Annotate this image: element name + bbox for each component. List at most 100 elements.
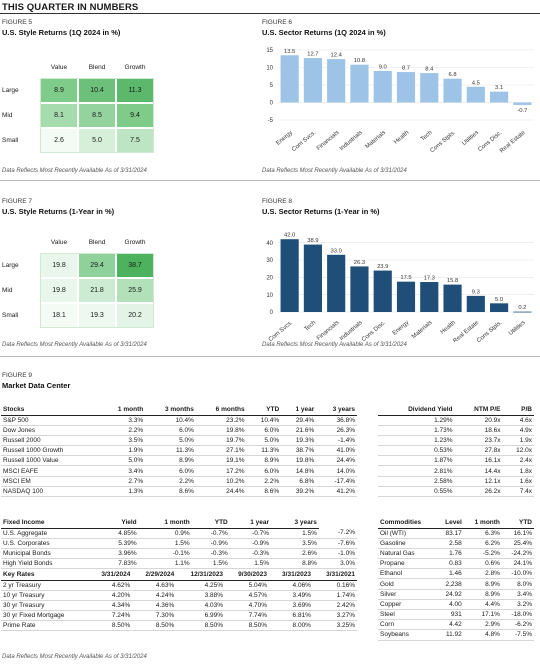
grid-cell: 8.5 xyxy=(78,103,116,128)
table-cell: Municipal Bonds xyxy=(1,548,98,560)
table-cell: 1.1% xyxy=(138,558,192,570)
table-cell: 5.0% xyxy=(145,435,196,447)
category-label: Industrials xyxy=(339,130,364,152)
table-cell: 1.5% xyxy=(191,558,230,570)
bar-value-label: 6.8 xyxy=(449,72,457,78)
table-row: Municipal Bonds 3.96% -0.1% -0.3% -0.3% 2.6% -… xyxy=(1,548,357,560)
category-label: Health xyxy=(393,130,410,146)
bar xyxy=(490,91,509,103)
column-header: Level xyxy=(436,517,464,529)
category-label: Com Svcs. xyxy=(291,130,317,153)
table-cell: Steel xyxy=(378,609,437,621)
table-cell: 16.1% xyxy=(501,528,534,539)
bar-value-label: 8.4 xyxy=(425,67,434,73)
page-title: THIS QUARTER IN NUMBERS xyxy=(2,2,139,13)
column-header: Yield xyxy=(97,517,139,529)
table-cell: Gasoline xyxy=(378,538,437,549)
bar-value-label: 42.0 xyxy=(284,233,295,239)
table-cell: -0.7% xyxy=(191,528,230,539)
column-header: YTD xyxy=(191,517,230,529)
table-row: U.S. Aggregate 4.85% 0.9% -0.7% -0.7% 1.5% -7.… xyxy=(1,528,357,539)
fig9-label: FIGURE 9 xyxy=(2,372,32,379)
table-row: NASDAQ 100 1.3% 8.6% 24.4% 8.6% 39.2% 41.2% xyxy=(1,486,357,498)
table-cell: 25.4% xyxy=(501,538,534,549)
grid-cell: 38.7 xyxy=(116,253,154,278)
table-cell: 5.0% xyxy=(246,435,282,447)
bar xyxy=(396,72,416,103)
table-cell: 8.50% xyxy=(88,620,133,632)
table-cell: Soybeans xyxy=(378,629,437,641)
table-cell: Russell 1000 Growth xyxy=(1,445,101,457)
column-header: 6 months xyxy=(195,404,247,416)
bar xyxy=(513,311,532,313)
grid-frame xyxy=(40,253,154,328)
grid-column-header: Blend xyxy=(88,64,106,71)
table-cell: 7.4x xyxy=(502,486,534,498)
column-header: YTD xyxy=(246,404,282,416)
category-label: Real Estate xyxy=(499,130,527,155)
table-cell: 8.50% xyxy=(176,620,226,632)
bar-value-label: 3.1 xyxy=(495,85,503,91)
table-cell: 2.6% xyxy=(271,548,319,560)
table-cell: 19.7% xyxy=(195,435,247,447)
table-cell: 6.3% xyxy=(463,528,502,539)
table-cell: Prime Rate xyxy=(1,620,89,632)
column-header: Fixed Income xyxy=(1,517,98,529)
table-cell: 2.58 xyxy=(436,538,464,549)
bar xyxy=(490,303,509,312)
table-cell: 2.81% xyxy=(378,465,455,477)
table-cell: 16.1x xyxy=(454,455,503,467)
table-row: Corn 4.42 2.9% -6.2% xyxy=(378,619,534,631)
category-label: Utilities xyxy=(508,320,527,337)
table-cell: 1.74% xyxy=(312,590,357,601)
y-tick-label: 40 xyxy=(266,241,273,247)
bar-value-label: 23.9 xyxy=(377,264,388,270)
table-cell: 2.42% xyxy=(312,600,357,612)
table-cell: 14.8% xyxy=(281,465,317,477)
table-row: Ethanol 1.46 2.8% -10.0% xyxy=(378,568,534,580)
bar-value-label: -0.7 xyxy=(517,108,527,114)
fig7-label: FIGURE 7 xyxy=(2,198,32,205)
table-cell: 4.85% xyxy=(97,528,139,539)
bar xyxy=(327,254,346,312)
table-row: MSCI EAFE 3.4% 6.0% 17.2% 6.0% 14.8% 14.0% xyxy=(1,465,357,477)
table-cell: 3.4% xyxy=(100,465,146,477)
table-cell: 10 yr Treasury xyxy=(1,590,89,601)
table-cell: 1.9% xyxy=(100,445,146,457)
table-cell: -0.3% xyxy=(229,548,272,560)
table-cell: 24.4% xyxy=(316,455,357,467)
grid-cell: 10.4 xyxy=(78,78,116,103)
table-row: 1.29% 20.9x 4.6x xyxy=(378,415,534,426)
column-header: Stocks xyxy=(1,404,101,416)
column-header: 12/31/2023 xyxy=(176,569,226,581)
fixed-income-table: Fixed Income Yield 1 month YTD 1 year 3 years… xyxy=(1,517,357,570)
section-divider xyxy=(0,180,540,181)
table-cell: -0.9% xyxy=(191,538,230,549)
column-header: 3/31/2024 xyxy=(88,569,133,581)
table-cell: Propane xyxy=(378,558,437,570)
category-label: Materials xyxy=(365,130,388,150)
bar-value-label: 10.8 xyxy=(354,58,365,64)
table-row: 0.53% 27.8x 12.0x xyxy=(378,445,534,457)
table-cell: 4.8% xyxy=(463,629,502,641)
table-cell: 4.03% xyxy=(176,600,226,612)
table-row: Oil (WTI) 83.17 6.3% 16.1% xyxy=(378,528,534,539)
table-cell: 24.4% xyxy=(195,486,247,498)
table-cell: 1.5% xyxy=(138,538,192,549)
table-cell: -5.2% xyxy=(463,548,502,560)
grid-frame xyxy=(40,78,154,153)
table-row: Natural Gas 1.76 -5.2% -24.2% xyxy=(378,548,534,560)
table-cell: 3.5% xyxy=(100,435,146,447)
table-row: MSCI EM 2.7% 2.2% 10.2% 2.2% 6.8% -17.4% xyxy=(1,476,357,487)
table-cell: 8.00% xyxy=(269,620,313,632)
table-header-row: Stocks 1 month 3 months 6 months YTD 1 year 3 … xyxy=(1,404,357,416)
table-cell: 4.34% xyxy=(88,600,133,612)
bar-value-label: 4.5 xyxy=(472,80,480,86)
table-cell: Russell 2000 xyxy=(1,435,101,447)
bar-value-label: 17.5 xyxy=(400,275,411,281)
commodities-table: Commodities Level 1 month YTD Oil (WTI) 83.17… xyxy=(378,517,534,641)
table-cell: 931 xyxy=(436,609,464,621)
table-cell: 17.1% xyxy=(463,609,502,621)
category-label: Cons Stpls. xyxy=(429,130,457,155)
fig6-footnote: Data Reflects Most Recently Available As… xyxy=(262,168,407,174)
